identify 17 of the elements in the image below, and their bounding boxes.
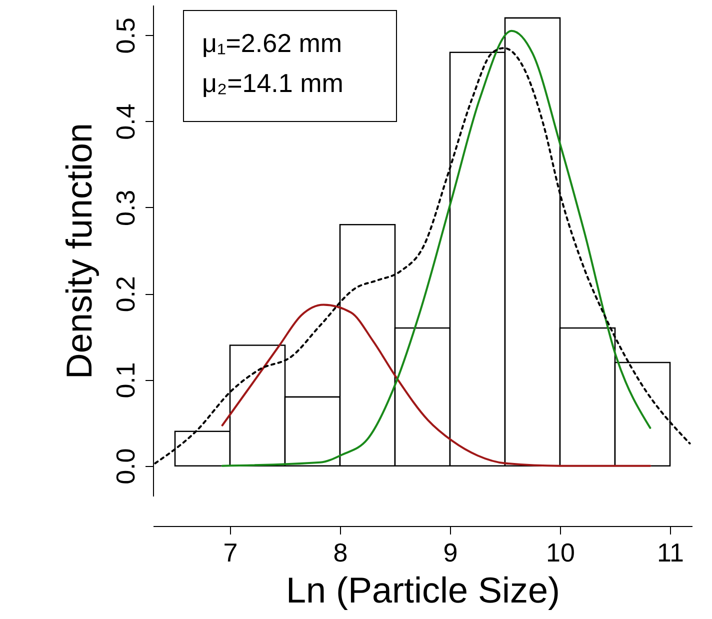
annotation: μ₁=2.62 mm [202,27,344,60]
y-tick-label: 0.2 [110,276,140,312]
x-tick-label: 9 [443,538,458,568]
x-tick-label: 11 [657,538,684,568]
y-axis-title: Density function [58,122,100,380]
x-tick-label: 7 [223,538,238,568]
annotation-box: μ₁=2.62 mm μ₂=14.1 mm [183,10,397,122]
y-tick-label: 0.5 [110,18,140,54]
y-tick-label: 0.0 [110,448,140,484]
y-tick-label: 0.3 [110,190,140,226]
y-tick-label: 0.4 [110,104,140,140]
y-tick-label: 0.1 [110,362,140,398]
x-tick-label: 10 [546,538,575,568]
x-axis-title: Ln (Particle Size) [286,570,560,610]
x-tick-label: 8 [333,538,348,568]
annotation: μ₂=14.1 mm [202,67,344,100]
line-series [221,304,652,467]
